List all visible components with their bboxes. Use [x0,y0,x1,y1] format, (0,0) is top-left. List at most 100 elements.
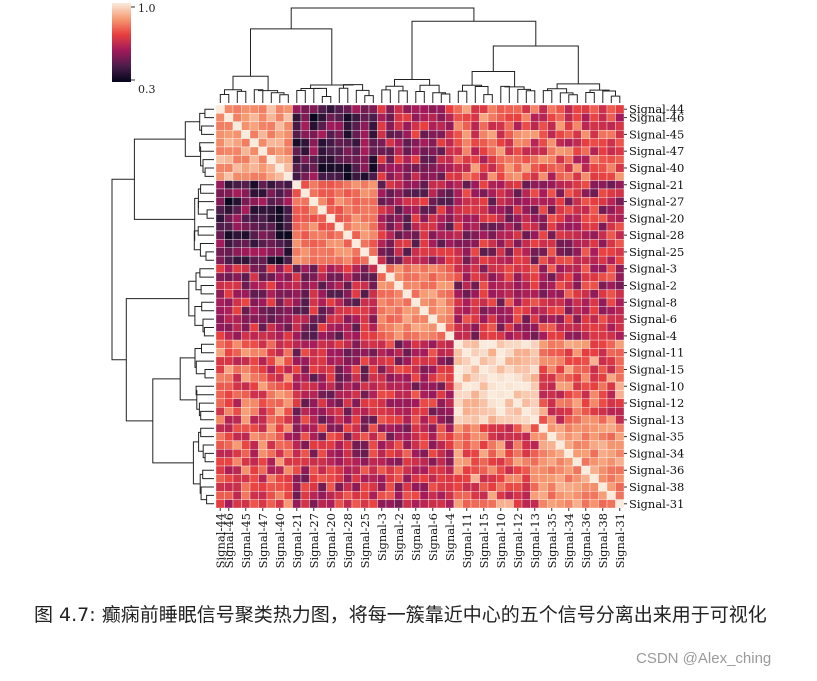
heatmap-cell [555,104,565,114]
heatmap-cell [283,474,293,483]
heatmap-cell [479,289,489,299]
heatmap-cell [470,171,480,181]
heatmap-cell [547,205,557,215]
heatmap-cell [487,113,497,122]
heatmap-cell [275,331,285,341]
heatmap-cell [334,348,344,358]
heatmap-cell [351,365,361,374]
heatmap-cell [300,440,310,450]
heatmap-cell [368,197,378,206]
heatmap-cell [496,381,506,391]
heatmap-cell [445,398,455,408]
heatmap-cell [513,239,523,248]
heatmap-cell [326,499,336,509]
dendrogram-link [200,184,214,194]
heatmap-cell [402,415,412,425]
heatmap-cell [513,415,523,425]
heatmap-cell [555,474,565,483]
heatmap-cell [411,348,421,358]
heatmap-cell [326,297,336,307]
heatmap-cell [547,331,557,341]
heatmap-cell [258,297,268,307]
heatmap-cell [428,331,438,341]
heatmap-cell [343,381,353,391]
heatmap-cell [326,188,336,198]
heatmap-cell [292,180,302,190]
heatmap-cell [292,281,302,290]
heatmap-cell [615,255,625,265]
heatmap-cell [394,188,404,198]
heatmap-cell [479,398,489,408]
heatmap-cell [215,222,225,232]
heatmap-cell [283,163,293,173]
dendrogram-link [200,410,214,421]
heatmap-cell [555,306,565,316]
heatmap-cell [385,348,395,358]
heatmap-cell [530,390,540,400]
heatmap-cell [487,474,497,483]
heatmap-cell [385,331,395,341]
heatmap-cell [581,146,591,156]
heatmap-cell [419,482,429,492]
heatmap-cell [232,155,242,164]
heatmap-cell [555,348,565,358]
heatmap-cell [547,104,557,114]
heatmap-cell [377,432,387,442]
heatmap-cell [581,230,591,240]
heatmap-cell [283,121,293,131]
dendrogram-link [457,90,468,103]
heatmap-cell [445,499,455,509]
heatmap-cell [224,247,234,257]
heatmap-cell [462,138,472,148]
heatmap-cell [470,180,480,190]
heatmap-cell [436,482,446,492]
heatmap-cell [513,365,523,374]
heatmap-cell [521,356,531,366]
heatmap-cell [377,222,387,232]
heatmap-cell [334,239,344,248]
heatmap-cell [555,407,565,416]
heatmap-cell [589,222,599,232]
heatmap-cell [317,306,327,316]
heatmap-cell [275,104,285,114]
heatmap-cell [530,247,540,257]
heatmap-cell [360,264,370,274]
heatmap-cell [334,373,344,383]
heatmap-cell [555,449,565,458]
heatmap-cell [479,314,489,324]
heatmap-cell [445,230,455,240]
heatmap-cell [606,155,616,164]
heatmap-cell [283,113,293,122]
heatmap-cell [428,339,438,349]
heatmap-cell [351,474,361,483]
heatmap-cell [334,255,344,265]
heatmap-cell [504,381,514,391]
heatmap-cell [564,239,574,248]
heatmap-cell [428,482,438,492]
heatmap-cell [572,348,582,358]
heatmap-cell [436,264,446,274]
heatmap-cell [445,365,455,374]
heatmap-cell [283,130,293,139]
heatmap-cell [513,499,523,509]
heatmap-cell [419,188,429,198]
heatmap-cell [283,449,293,458]
heatmap-cell [419,138,429,148]
heatmap-cell [419,163,429,173]
heatmap-cell [232,390,242,400]
heatmap-cell [598,197,608,206]
heatmap-cell [309,255,319,265]
heatmap-cell [479,499,489,509]
heatmap-cell [258,239,268,248]
heatmap-cell [343,239,353,248]
heatmap-cell [334,113,344,122]
heatmap-cell [266,155,276,164]
heatmap-cell [462,130,472,139]
heatmap-cell [300,432,310,442]
heatmap-cell [317,499,327,509]
heatmap-cell [241,289,251,299]
heatmap-cell [215,465,225,475]
heatmap-cell [368,398,378,408]
heatmap-cell [479,213,489,223]
heatmap-cell [504,213,514,223]
